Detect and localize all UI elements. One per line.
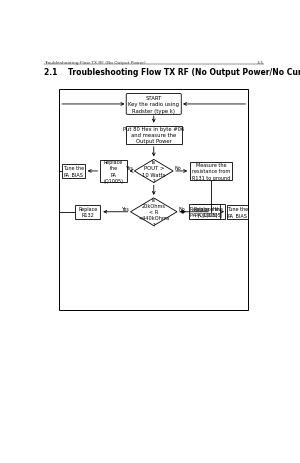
Bar bbox=[126, 126, 182, 144]
Text: Troubleshooting Flow TX RF (No Output Power): Troubleshooting Flow TX RF (No Output Po… bbox=[44, 61, 145, 65]
Text: Replace the
PA (Q1005): Replace the PA (Q1005) bbox=[194, 206, 223, 218]
Bar bbox=[226, 206, 248, 219]
Polygon shape bbox=[134, 160, 173, 183]
Text: 3-5: 3-5 bbox=[256, 61, 264, 65]
Text: Is
POUT >
10 Watts
?: Is POUT > 10 Watts ? bbox=[142, 160, 166, 183]
Bar bbox=[59, 89, 248, 311]
Bar bbox=[193, 205, 225, 220]
FancyBboxPatch shape bbox=[126, 94, 181, 115]
Polygon shape bbox=[130, 199, 177, 226]
Bar bbox=[76, 206, 100, 219]
Text: Yes: Yes bbox=[125, 166, 133, 171]
Text: Tune the
PA_BIAS: Tune the PA_BIAS bbox=[63, 166, 84, 177]
Text: Replace
R132: Replace R132 bbox=[78, 206, 98, 218]
Text: Tune the
PA_BIAS: Tune the PA_BIAS bbox=[227, 206, 248, 218]
Bar bbox=[100, 161, 127, 182]
Text: START
Key the radio using
Radster (type k): START Key the radio using Radster (type … bbox=[128, 96, 179, 113]
Bar bbox=[189, 205, 220, 220]
Text: Yes: Yes bbox=[121, 207, 129, 212]
Bar bbox=[61, 165, 85, 179]
Text: Measure the
resistance from
R131 to ground: Measure the resistance from R131 to grou… bbox=[192, 163, 230, 180]
Text: No: No bbox=[178, 207, 185, 212]
Text: Replace the
PA (Q1005): Replace the PA (Q1005) bbox=[190, 206, 219, 218]
Text: No: No bbox=[175, 166, 182, 171]
Text: Put 80 Hex in byte #06
and measure the
Output Power: Put 80 Hex in byte #06 and measure the O… bbox=[123, 127, 184, 144]
Text: Replace
the
PA
(Q1005): Replace the PA (Q1005) bbox=[103, 160, 124, 183]
Text: Is
20kOhms
< R
<440kOhms
?: Is 20kOhms < R <440kOhms ? bbox=[138, 197, 169, 227]
Text: 2.1    Troubleshooting Flow TX RF (No Output Power/No Current): 2.1 Troubleshooting Flow TX RF (No Outpu… bbox=[44, 68, 300, 77]
Bar bbox=[190, 163, 232, 181]
